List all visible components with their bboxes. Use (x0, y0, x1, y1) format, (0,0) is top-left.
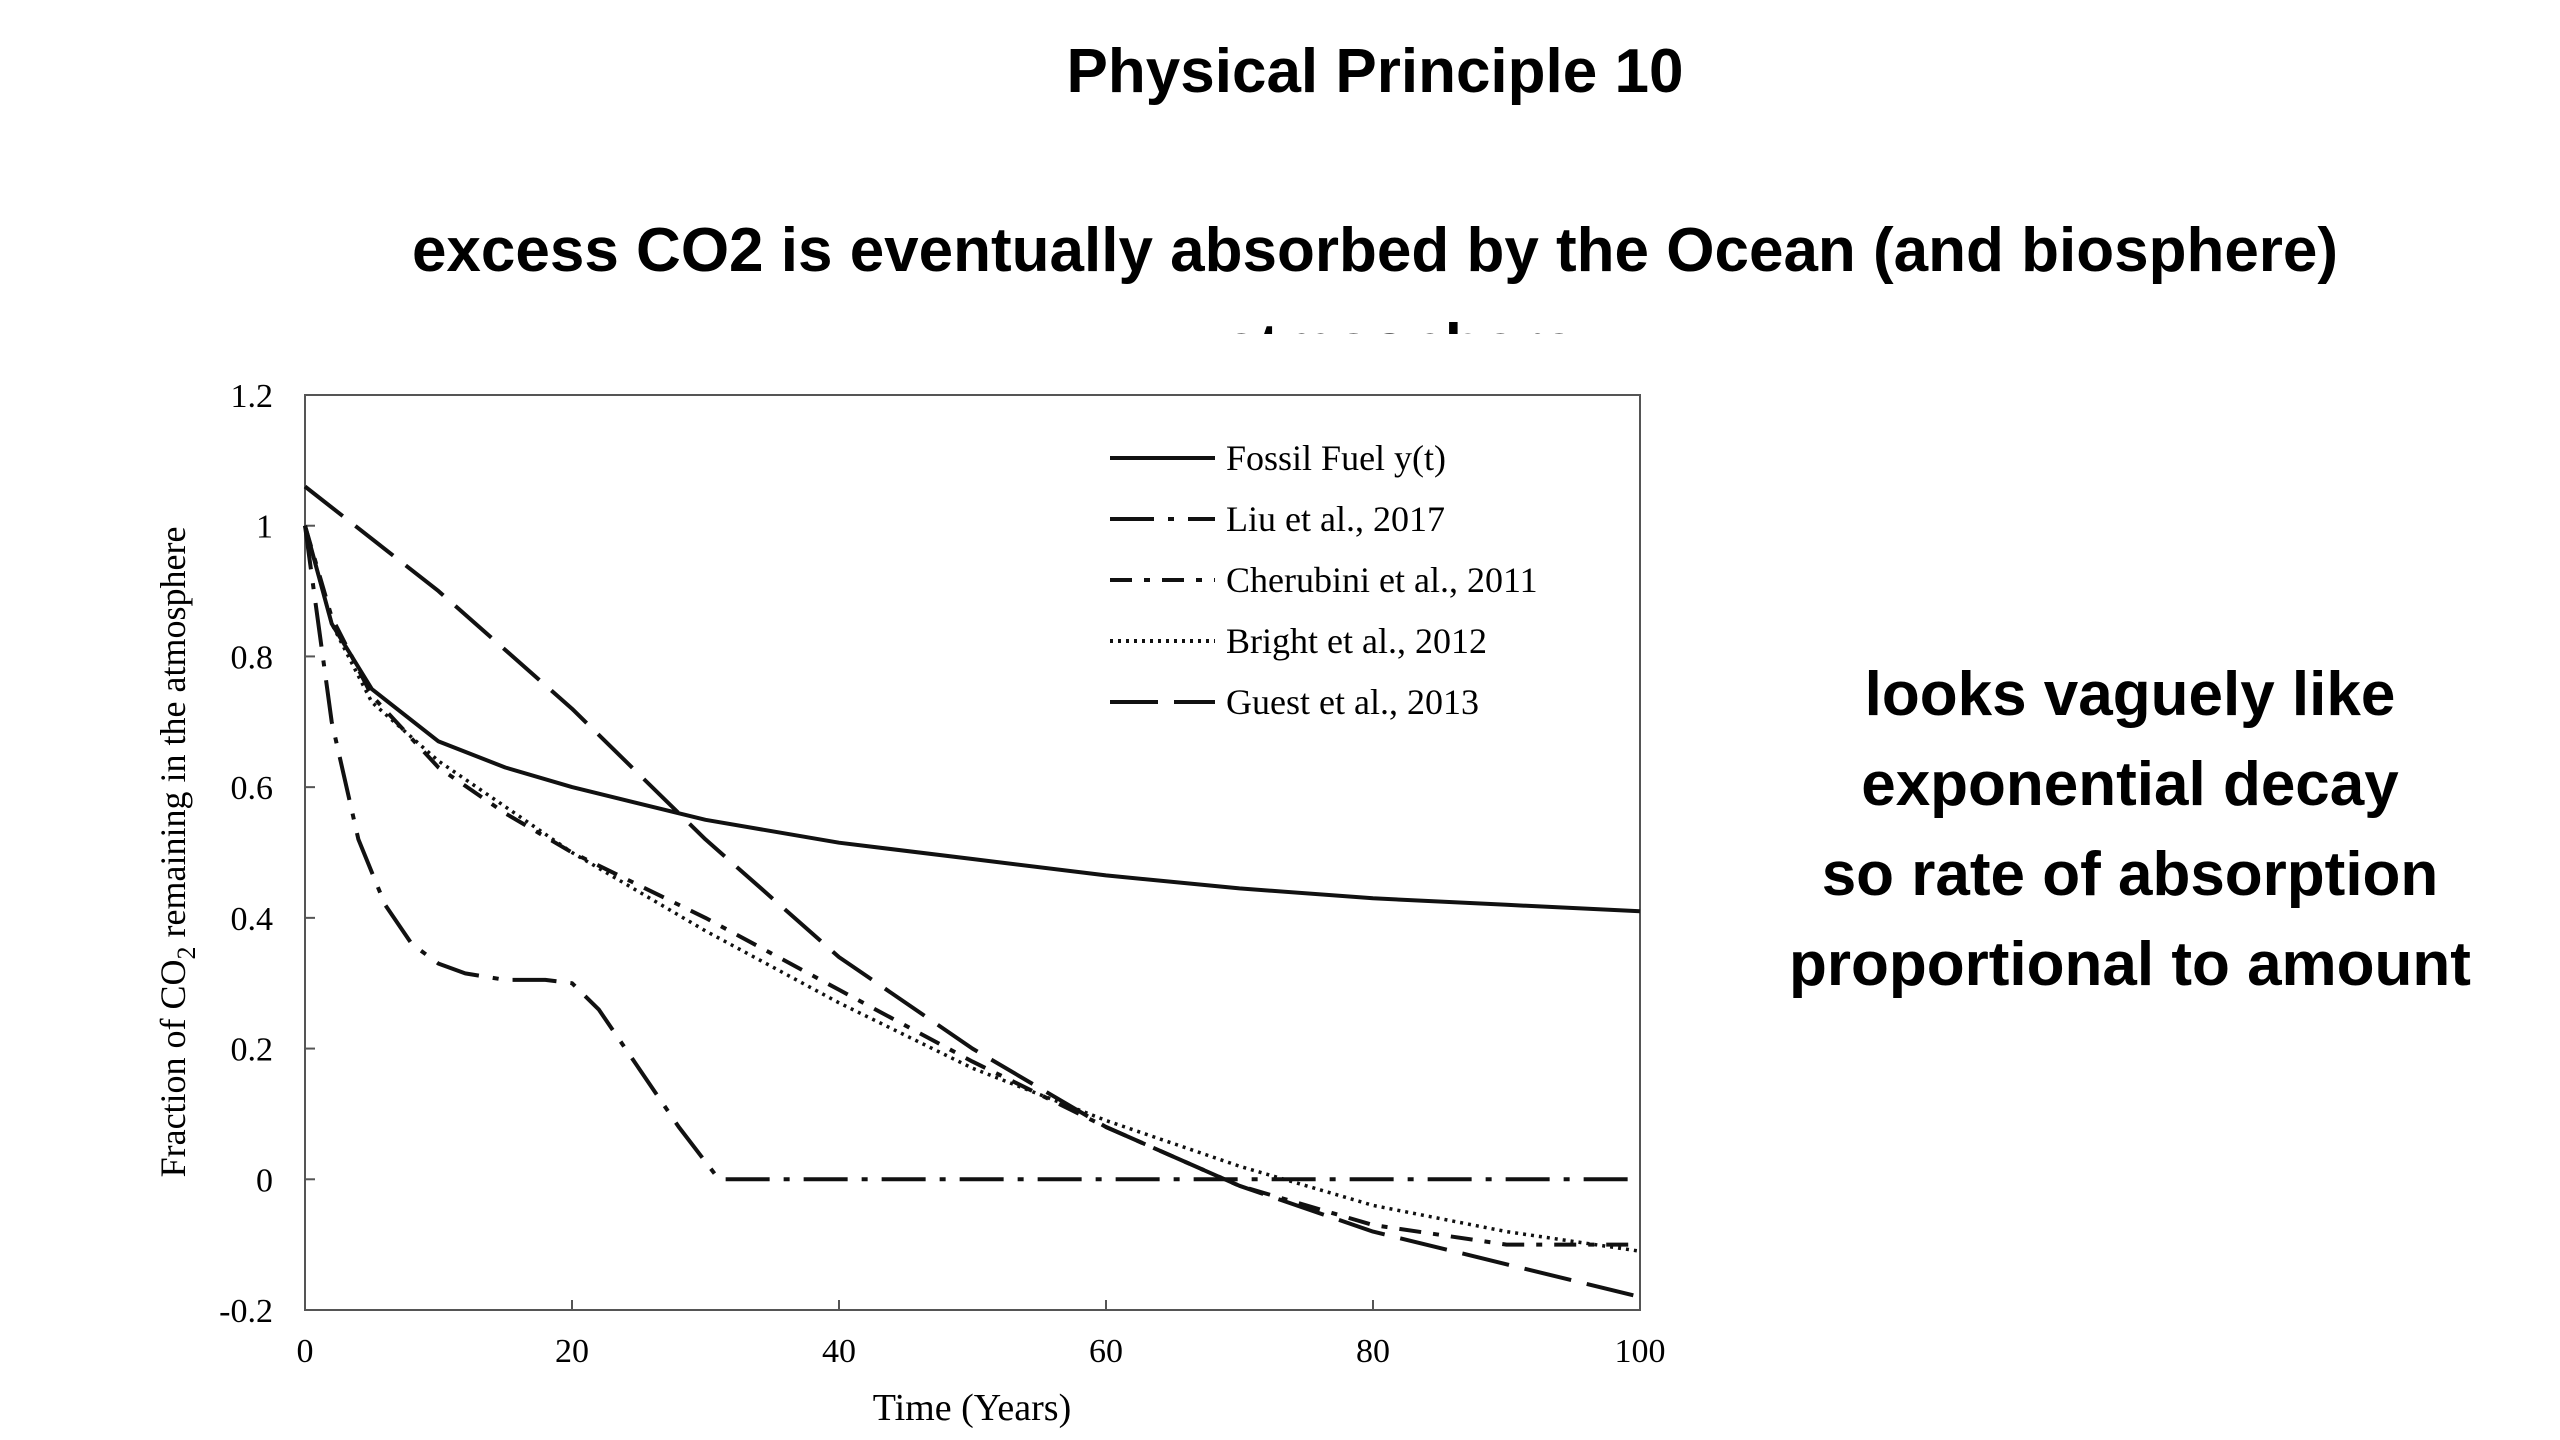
y-tick-label: 0 (256, 1162, 273, 1199)
legend-label: Fossil Fuel y(t) (1226, 438, 1446, 478)
legend-label: Guest et al., 2013 (1226, 682, 1479, 722)
y-axis-label-subscript: 2 (172, 946, 201, 959)
x-tick-label: 20 (555, 1333, 589, 1370)
x-tick-label: 80 (1356, 1333, 1390, 1370)
plot-area-frame (304, 394, 1641, 1311)
x-axis-label: Time (Years) (873, 1387, 1071, 1429)
legend-label: Liu et al., 2017 (1226, 499, 1445, 539)
series-lines (303, 484, 1641, 1299)
legend-label: Cherubini et al., 2011 (1226, 560, 1538, 600)
cropped-subtitle-text: atmosphere (1120, 316, 1680, 335)
y-tick-label: 0.2 (231, 1032, 274, 1069)
legend-label: Bright et al., 2012 (1226, 621, 1487, 661)
x-tick-label: 40 (822, 1333, 856, 1370)
side-note-line: exponential decay (1861, 750, 2399, 819)
side-note-line: proportional to amount (1789, 930, 2471, 999)
cropped-subtitle-line: atmosphere (1120, 308, 1680, 335)
y-tick-label: 1 (256, 509, 273, 546)
legend: Fossil Fuel y(t) Liu et al., 2017 Cherubin… (1110, 438, 1538, 722)
side-note-line: looks vaguely like (1864, 660, 2396, 729)
y-tick-label: 0.8 (231, 639, 274, 676)
series-line-fossil (303, 525, 1641, 914)
y-tick-label: -0.2 (219, 1293, 273, 1330)
series-line-bright (303, 525, 1641, 1253)
side-note: looks vaguely like exponential decay so … (1700, 650, 2560, 1010)
y-axis-label: Fraction of CO2 remaining in the atmosph… (153, 527, 201, 1178)
slide-subtitle: excess CO2 is eventually absorbed by the… (411, 216, 2339, 285)
series-line-guest (303, 484, 1641, 1299)
x-tick-label: 0 (297, 1333, 314, 1370)
y-axis-label-prefix: Fraction of CO (153, 959, 193, 1177)
x-tick-label: 60 (1089, 1333, 1123, 1370)
x-tick-label: 100 (1615, 1333, 1666, 1370)
y-axis-ticks: -0.2 0 0.2 0.4 0.6 0.8 1 1.2 (219, 378, 315, 1330)
side-note-line: so rate of absorption (1821, 840, 2439, 909)
series-line-liu (303, 525, 1640, 1182)
x-axis-ticks: 0 20 40 60 80 100 (297, 1300, 1666, 1370)
series-line-cherubini (303, 525, 1640, 1247)
y-tick-label: 1.2 (231, 378, 274, 415)
y-axis-label-suffix: remaining in the atmosphere (153, 527, 193, 947)
co2-decay-chart: -0.2 0 0.2 0.4 0.6 0.8 1 1.2 0 20 40 60 80 100 Fossi… (153, 378, 1666, 1429)
y-tick-label: 0.6 (231, 770, 274, 807)
y-tick-label: 0.4 (231, 901, 274, 938)
slide-title: Physical Principle 10 (1066, 37, 1684, 106)
